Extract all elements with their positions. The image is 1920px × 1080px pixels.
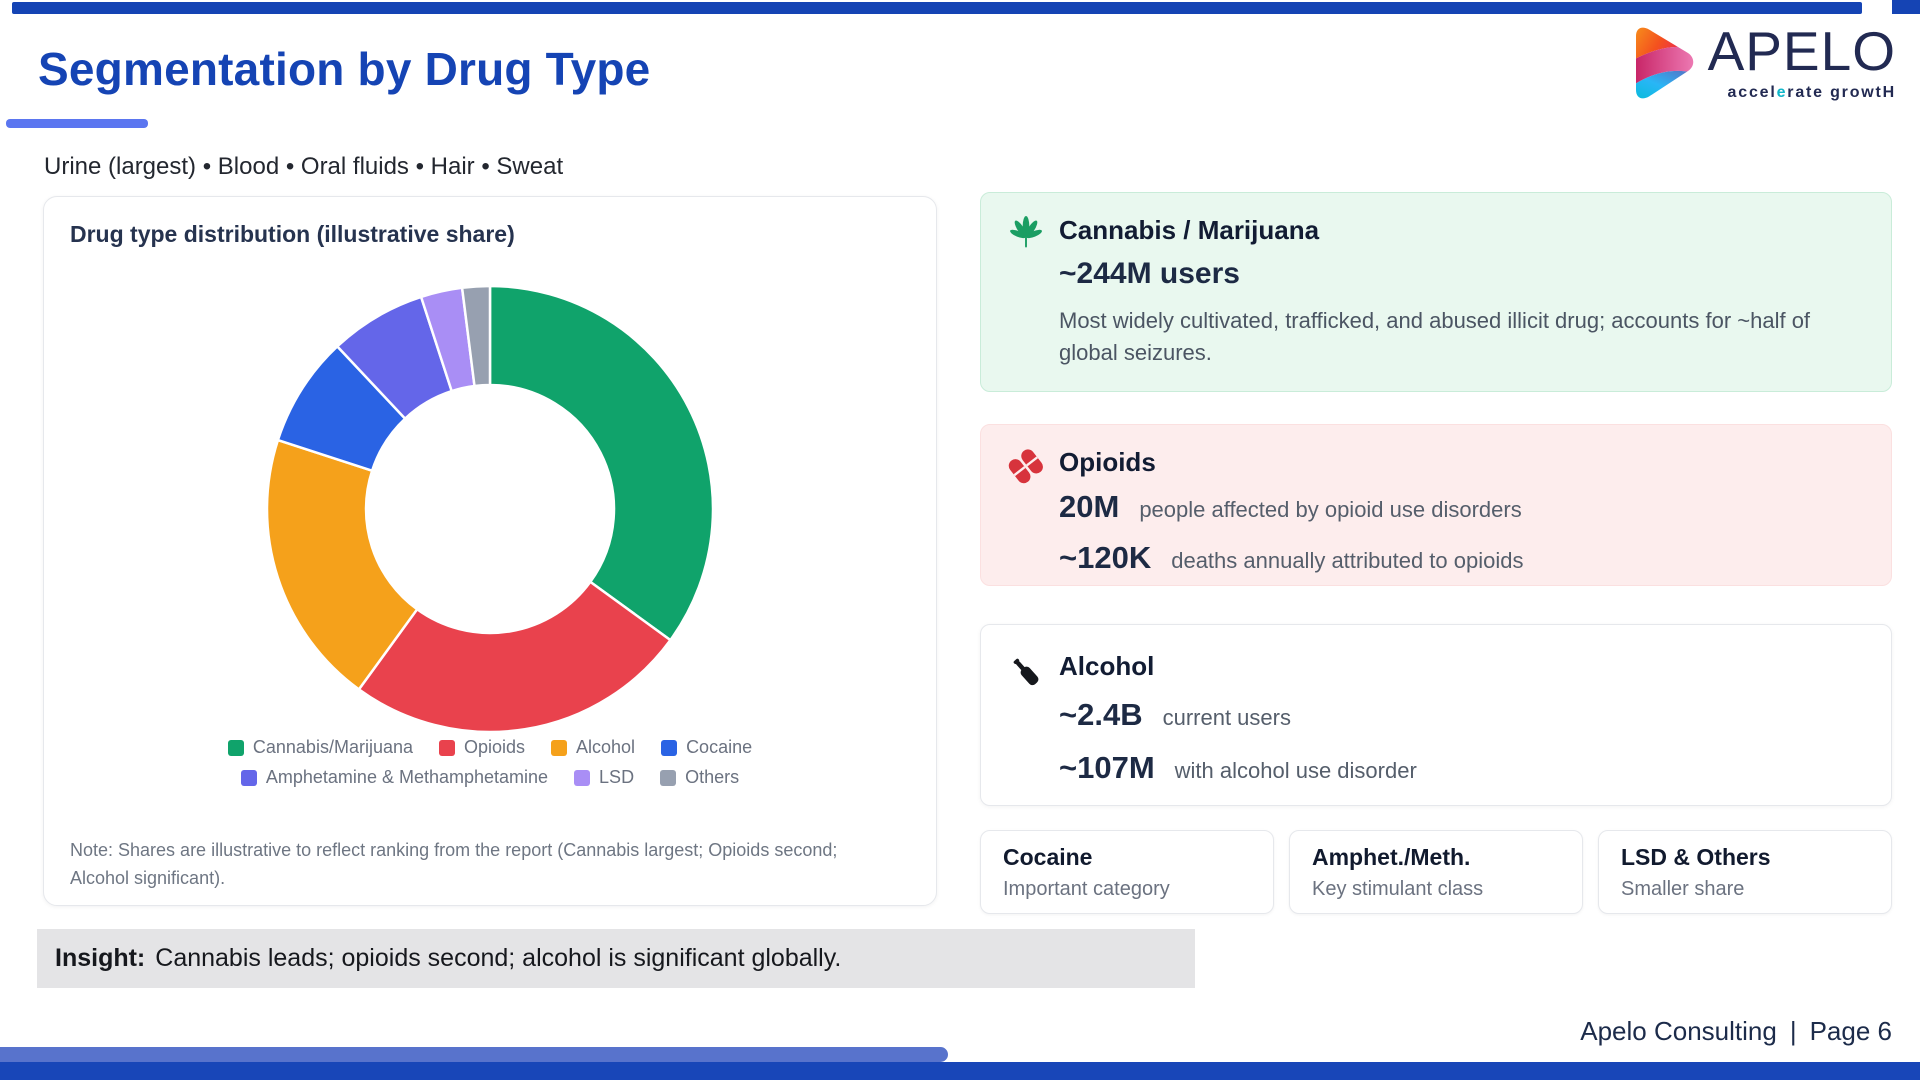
- stat-row: ~107M with alcohol use disorder: [1059, 750, 1417, 786]
- legend-label: Cannabis/Marijuana: [252, 737, 413, 757]
- title-accent-bar: [6, 119, 148, 128]
- tagline-pre: accel: [1727, 84, 1777, 101]
- mini-card-subtitle: Key stimulant class: [1312, 878, 1484, 900]
- alcohol-card-title: Alcohol: [1059, 651, 1155, 681]
- opioids-card: Opioids 20M people affected by opioid us…: [980, 424, 1892, 586]
- legend-swatch: [660, 769, 677, 786]
- footer-page-number: Page 6: [1809, 1016, 1892, 1046]
- bottle-icon: [1013, 658, 1039, 686]
- donut-segment-Cannabis/Marijuana: [488, 284, 715, 642]
- pills-icon: [1008, 449, 1043, 484]
- legend-label: LSD: [599, 767, 635, 787]
- stat-row: 20M people affected by opioid use disord…: [1059, 489, 1523, 525]
- legend-swatch: [551, 739, 568, 756]
- opioids-stats: 20M people affected by opioid use disord…: [1059, 489, 1523, 576]
- page-title: Segmentation by Drug Type: [38, 43, 651, 95]
- tagline-accent-letter: e: [1776, 84, 1788, 101]
- logo-tagline: accelerate growtH: [1708, 84, 1896, 102]
- legend-label: Alcohol: [576, 737, 636, 757]
- donut-segment-Alcohol: [265, 438, 419, 691]
- footer-brand: Apelo Consulting: [1580, 1016, 1777, 1046]
- cannabis-card-title: Cannabis / Marijuana: [1059, 215, 1320, 245]
- donut-chart: [265, 284, 715, 734]
- bottom-accent-bar-dark: [0, 1062, 1920, 1080]
- legend-swatch: [661, 739, 678, 756]
- mini-card-title: Cocaine: [1003, 844, 1093, 870]
- donut-segment-Others: [460, 284, 492, 388]
- alcohol-stat-value: ~107M: [1059, 750, 1155, 785]
- logo-text: APELO accelerate growtH: [1708, 24, 1896, 102]
- legend-item: Amphetamine & Methamphetamine: [240, 767, 549, 788]
- legend-item: Opioids: [438, 737, 526, 758]
- alcohol-card: Alcohol ~2.4B current users ~107M with a…: [980, 624, 1892, 806]
- cannabis-leaf-icon: [1010, 215, 1042, 248]
- opioids-stat-value: ~120K: [1059, 540, 1152, 575]
- alcohol-stat-label: with alcohol use disorder: [1174, 758, 1417, 783]
- chart-title: Drug type distribution (illustrative sha…: [70, 221, 515, 247]
- chart-card: Drug type distribution (illustrative sha…: [43, 196, 937, 906]
- mini-card-title: LSD & Others: [1621, 844, 1771, 870]
- legend-swatch: [240, 769, 257, 786]
- opioids-stat-label: deaths annually attributed to opioids: [1171, 548, 1524, 573]
- stat-row: ~2.4B current users: [1059, 697, 1417, 733]
- bottom-accent-bar-light: [0, 1047, 948, 1062]
- legend-item: Alcohol: [551, 737, 635, 758]
- mini-card-subtitle: Important category: [1003, 878, 1170, 900]
- lsd-others-mini-card: LSD & Others Smaller share: [1598, 830, 1892, 914]
- legend-swatch: [574, 769, 591, 786]
- mini-card-subtitle: Smaller share: [1621, 878, 1745, 900]
- cannabis-description: Most widely cultivated, trafficked, and …: [1059, 308, 1811, 365]
- logo: APELO accelerate growtH: [1626, 24, 1896, 102]
- legend-swatch: [227, 739, 244, 756]
- tagline-post: rate growtH: [1787, 84, 1896, 101]
- cannabis-stat: ~244M users: [1059, 257, 1240, 290]
- legend-label: Opioids: [463, 737, 526, 757]
- opioids-card-title: Opioids: [1059, 447, 1156, 477]
- mini-card-title: Amphet./Meth.: [1312, 844, 1471, 870]
- cocaine-mini-card: Cocaine Important category: [980, 830, 1274, 914]
- alcohol-stats: ~2.4B current users ~107M with alcohol u…: [1059, 697, 1417, 786]
- legend-row: Amphetamine & Methamphetamine LSD Others: [240, 767, 739, 788]
- insight-prefix: Insight:: [55, 944, 146, 972]
- chart-note: Note: Shares are illustrative to reflect…: [70, 840, 838, 888]
- insight-bar: Insight: Cannabis leads; opioids second;…: [37, 929, 1195, 988]
- legend-row: Cannabis/Marijuana Opioids Alcohol Cocaine: [227, 737, 752, 758]
- legend-swatch: [438, 739, 455, 756]
- amphet-meth-mini-card: Amphet./Meth. Key stimulant class: [1289, 830, 1583, 914]
- cannabis-card: Cannabis / Marijuana ~244M users Most wi…: [980, 192, 1892, 392]
- alcohol-stat-label: current users: [1162, 705, 1291, 730]
- legend-label: Others: [685, 767, 740, 787]
- chart-legend: Cannabis/Marijuana Opioids Alcohol Cocaine A…: [44, 737, 936, 788]
- alcohol-stat-value: ~2.4B: [1059, 697, 1143, 732]
- logo-wordmark: APELO: [1707, 20, 1896, 82]
- legend-label: Cocaine: [686, 737, 753, 757]
- insight-text: Cannabis leads; opioids second; alcohol …: [155, 944, 842, 972]
- footer-separator: |: [1789, 1016, 1797, 1046]
- legend-item: Cocaine: [661, 737, 752, 758]
- subtitle: Urine (largest) • Blood • Oral fluids • …: [44, 153, 564, 180]
- legend-item: LSD: [574, 767, 634, 788]
- legend-item: Cannabis/Marijuana: [227, 737, 413, 758]
- legend-label: Amphetamine & Methamphetamine: [265, 767, 549, 787]
- donut-segment-Opioids: [357, 580, 672, 734]
- opioids-stat-label: people affected by opioid use disorders: [1139, 497, 1522, 522]
- opioids-stat-value: 20M: [1059, 489, 1120, 524]
- apelo-logo-mark-icon: [1635, 27, 1693, 99]
- top-accent-bar-end: [1892, 0, 1920, 14]
- legend-item: Others: [660, 767, 739, 788]
- top-accent-bar: [12, 2, 1862, 14]
- footer: Apelo Consulting | Page 6: [1580, 1016, 1892, 1047]
- stat-row: ~120K deaths annually attributed to opio…: [1059, 540, 1523, 576]
